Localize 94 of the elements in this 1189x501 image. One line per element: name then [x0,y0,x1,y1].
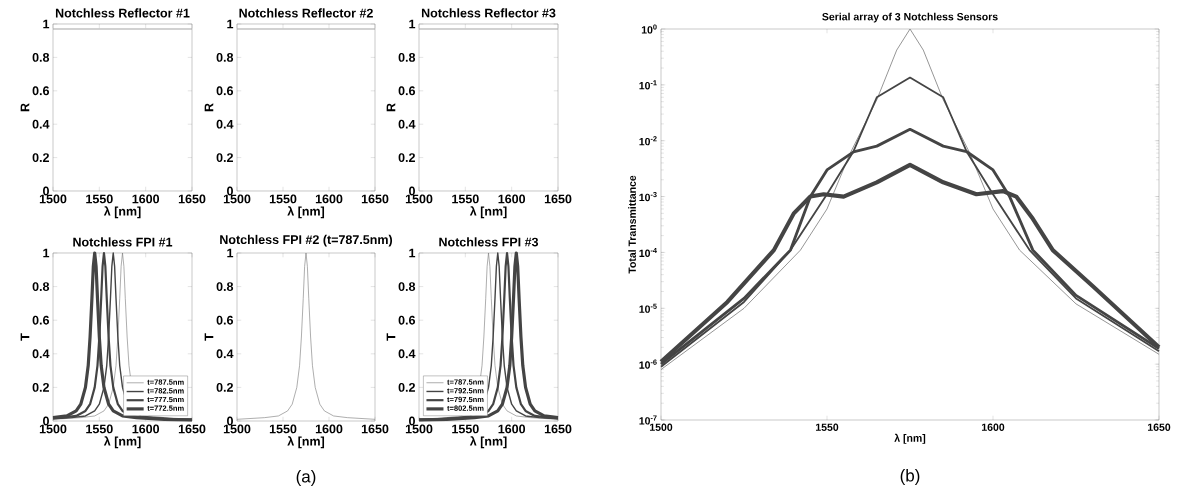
x-axis-title: λ [nm] [469,436,507,449]
y-tick-label: 0.4 [32,119,50,129]
chart-title: Notchless Reflector #1 [55,8,190,18]
x-tick-label: 1650 [544,194,572,204]
y-tick-label: 0.8 [398,52,416,62]
x-tick-label: 1600 [498,194,526,204]
y-tick-label: 10$^{-2}$ [639,136,657,146]
y-tick-label: 10$^{-1}$ [639,80,657,90]
y-tick-label: 1 [409,248,416,258]
x-tick-label: 1650 [1147,423,1171,431]
y-axis-title: T [386,333,396,341]
x-tick-label: 1550 [269,194,297,204]
x-tick-label: 1550 [86,424,113,434]
y-tick-label: 0.2 [216,153,233,163]
y-tick-label: 0.8 [32,52,50,62]
x-tick-label: 1500 [223,194,251,204]
y-tick-label: 10$^{-5}$ [639,303,657,313]
x-axis-title: λ [nm] [103,436,141,449]
text: (a) [296,470,316,486]
y-tick-label: 0.8 [216,52,234,62]
y-tick-label: 0.8 [32,282,50,292]
y-tick-label: 0.2 [398,153,415,163]
y-tick-label: 0.8 [398,282,416,292]
x-tick-label: 1550 [86,194,113,204]
y-tick-label: 1 [227,19,234,29]
y-tick-label: 0.4 [216,349,234,359]
y-tick-label: 0.4 [398,349,416,359]
y-tick-label: 1 [43,19,50,29]
y-tick-label: 0.6 [216,86,234,96]
x-tick-label: 1500 [405,424,433,434]
y-tick-label: 0 [43,186,49,196]
x-tick-label: 1600 [498,424,526,434]
y-axis-title: Total Transmittance [628,175,636,274]
x-tick-label: 1500 [39,424,67,434]
y-tick-label: 10$^{-3}$ [639,191,657,202]
y-tick-label: 0 [227,186,233,196]
y-tick-label: 1 [227,248,234,258]
x-tick-label: 1500 [39,194,67,204]
y-tick-label: 0 [227,416,233,426]
chart-title: Notchless FPI #3 [439,237,539,247]
y-tick-label: 10$^{0}$ [641,24,657,34]
x-tick-label: 1550 [452,424,479,434]
chart-title: Serial array of 3 Notchless Sensors [822,12,998,23]
y-tick-label: 0.6 [32,86,50,96]
x-tick-label: 1650 [178,194,206,204]
x-tick-label: 1550 [815,423,839,431]
chart-title: Notchless Reflector #3 [421,8,556,18]
y-tick-label: 0.4 [216,119,234,129]
y-tick-label: 0.2 [398,382,415,392]
x-tick-label: 1500 [405,194,433,204]
x-axis-title: λ [nm] [469,206,507,219]
y-tick-label: 0.4 [32,349,50,359]
chart-title: Notchless FPI #1 [73,237,173,247]
y-tick-label: 0.6 [32,315,50,325]
y-tick-label: 1 [43,248,50,258]
x-tick-label: 1650 [178,424,206,434]
y-tick-label: 0 [409,416,415,426]
x-tick-label: 1600 [132,194,160,204]
x-tick-label: 1550 [452,194,479,204]
x-axis-title: λ [nm] [103,206,141,219]
y-tick-label: 0.8 [216,282,234,292]
y-tick-label: 10$^{-6}$ [639,359,657,369]
y-tick-label: 0.2 [32,382,49,392]
x-tick-label: 1500 [223,424,251,434]
chart-title: Notchless Reflector #2 [239,8,373,18]
y-tick-label: 0 [409,186,415,196]
y-tick-label: 0.6 [398,315,416,325]
y-tick-label: 0.6 [216,315,234,325]
y-tick-label: 0 [43,416,49,426]
chart-title: Notchless FPI #2 (t=787.5nm) [220,234,393,247]
y-tick-label: 0.6 [398,86,416,96]
x-tick-label: 1650 [361,194,389,204]
x-tick-label: 1600 [315,194,343,204]
x-tick-label: 1550 [269,424,297,434]
x-tick-label: 1600 [132,424,160,434]
text: (b) [900,469,920,485]
y-axis-title: T [20,333,30,341]
y-axis-title: R [386,103,396,112]
x-axis-title: λ [nm] [894,433,926,444]
y-axis-title: R [20,103,30,112]
x-tick-label: 1500 [649,423,673,431]
x-axis-title: λ [nm] [287,206,325,219]
y-tick-label: 0.4 [398,119,416,129]
y-axis-title: R [204,103,214,112]
y-axis-title: T [204,333,214,341]
x-tick-label: 1600 [981,423,1005,431]
y-tick-label: 0.2 [216,382,233,392]
x-tick-label: 1600 [315,424,343,434]
y-tick-label: 10$^{-4}$ [639,247,657,257]
x-tick-label: 1650 [361,424,389,434]
x-tick-label: 1650 [544,424,572,434]
y-tick-label: 0.2 [32,153,49,163]
x-axis-title: λ [nm] [287,436,325,449]
y-tick-label: 1 [409,19,416,29]
